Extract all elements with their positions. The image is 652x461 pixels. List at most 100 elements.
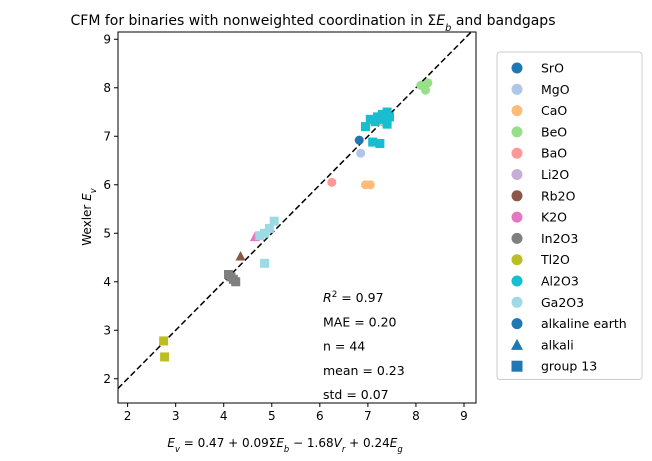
legend-marker xyxy=(511,338,523,350)
data-point xyxy=(382,107,392,117)
annotation-1: MAE = 0.20 xyxy=(323,314,397,329)
x-axis-label: Ev = 0.47 + 0.09ΣEb − 1.68Vr + 0.24Eg xyxy=(167,436,402,454)
legend-label: Tl2O xyxy=(540,252,570,267)
annotation-2: n = 44 xyxy=(323,339,365,354)
legend-label: K2O xyxy=(541,210,567,225)
legend-marker xyxy=(511,190,523,202)
data-point xyxy=(360,122,370,132)
data-point xyxy=(160,352,170,362)
y-tick-label: 4 xyxy=(103,275,111,289)
x-tick-label: 6 xyxy=(316,409,324,423)
x-tick-label: 3 xyxy=(172,409,180,423)
legend-label: MgO xyxy=(541,82,570,97)
data-point xyxy=(377,109,387,119)
legend-marker xyxy=(511,211,523,223)
legend-entry: CaO xyxy=(511,103,567,118)
data-point xyxy=(385,112,395,122)
legend-label: BeO xyxy=(541,124,567,139)
annotation-3: mean = 0.23 xyxy=(323,363,405,378)
data-point xyxy=(423,78,433,88)
series-ga2o3 xyxy=(255,216,279,268)
legend-marker xyxy=(511,147,523,159)
legend-entry: Rb2O xyxy=(511,188,576,203)
x-tick-label: 4 xyxy=(220,409,228,423)
legend-entry: BaO xyxy=(511,146,567,161)
data-point xyxy=(269,216,279,226)
legend-marker xyxy=(511,318,523,330)
y-tick-label: 7 xyxy=(103,129,111,143)
legend-marker xyxy=(511,169,523,180)
y-tick-label: 6 xyxy=(103,178,111,192)
y-tick-label: 3 xyxy=(103,323,111,337)
data-point xyxy=(372,112,382,122)
legend-entry: Ga2O3 xyxy=(511,295,584,310)
y-tick-label: 9 xyxy=(103,32,111,46)
data-point xyxy=(375,139,385,149)
series-al2o3 xyxy=(360,107,395,149)
data-point xyxy=(255,231,265,241)
legend-label: alkali xyxy=(541,337,574,352)
y-axis-label: Wexler Ev xyxy=(80,187,98,246)
data-point xyxy=(226,272,236,282)
y-tick-label: 2 xyxy=(103,372,111,386)
chart-title: CFM for binaries with nonweighted coordi… xyxy=(70,13,555,34)
legend-entry: In2O3 xyxy=(511,231,578,246)
legend-label: SrO xyxy=(541,61,564,76)
legend-entry: BeO xyxy=(511,124,567,139)
x-tick-label: 9 xyxy=(460,409,468,423)
legend-label: CaO xyxy=(541,103,567,118)
data-point xyxy=(260,258,270,268)
axes-frame xyxy=(117,31,477,404)
legend-label: In2O3 xyxy=(541,231,578,246)
legend-label: Al2O3 xyxy=(541,274,579,289)
legend-label: Li2O xyxy=(541,167,569,182)
x-tick-label: 8 xyxy=(412,409,420,423)
series-tl2o xyxy=(159,336,170,362)
data-point xyxy=(327,177,337,187)
x-tick-label: 7 xyxy=(364,409,372,423)
legend-label: Ga2O3 xyxy=(541,295,584,310)
series-beo xyxy=(416,78,433,95)
y-tick-label: 5 xyxy=(103,226,111,240)
data-point xyxy=(382,119,392,129)
legend-label: alkaline earth xyxy=(541,316,627,331)
legend-entry: Tl2O xyxy=(511,252,570,267)
legend-marker xyxy=(511,62,523,74)
legend-entry: Al2O3 xyxy=(511,274,579,289)
data-point xyxy=(260,228,270,238)
data-point xyxy=(421,85,431,95)
data-point xyxy=(231,277,241,287)
y-tick-label: 8 xyxy=(103,81,111,95)
stats-annotations: R2 = 0.97 MAE = 0.20 n = 44 mean = 0.23 std … xyxy=(323,290,405,402)
legend-marker xyxy=(511,254,523,266)
legend-entry: alkali xyxy=(511,337,574,352)
plot-area: 2 3 4 5 6 7 8 9 2 3 4 5 6 7 8 9 xyxy=(103,31,477,423)
legend-entry: K2O xyxy=(511,210,567,225)
legend-marker xyxy=(511,232,523,244)
legend-entry: MgO xyxy=(511,82,570,97)
x-tick-label: 2 xyxy=(124,409,132,423)
series-in2o3 xyxy=(224,269,241,287)
legend-marker xyxy=(511,83,523,95)
legend-frame xyxy=(496,51,643,380)
data-point xyxy=(365,180,375,190)
legend-marker xyxy=(511,105,523,117)
legend-marker xyxy=(511,360,523,372)
x-tick-label: 5 xyxy=(268,409,276,423)
legend-marker xyxy=(511,126,523,138)
data-point xyxy=(159,336,169,346)
data-point xyxy=(377,114,387,124)
data-point xyxy=(264,223,274,233)
series-rb2o xyxy=(235,251,246,261)
legend-label: group 13 xyxy=(541,359,597,374)
legend-entry: Li2O xyxy=(511,167,569,182)
data-point xyxy=(365,114,375,124)
series-bao xyxy=(327,177,337,187)
annotation-4: std = 0.07 xyxy=(323,387,389,402)
legend-entry: SrO xyxy=(511,61,564,76)
legend-label: Rb2O xyxy=(541,188,576,203)
legend: SrO MgO CaO BeO BaO Li2O Rb2O K2O In2O3 Tl2O Al2O3… xyxy=(496,51,643,380)
data-point xyxy=(370,117,380,127)
legend-marker xyxy=(511,296,523,308)
